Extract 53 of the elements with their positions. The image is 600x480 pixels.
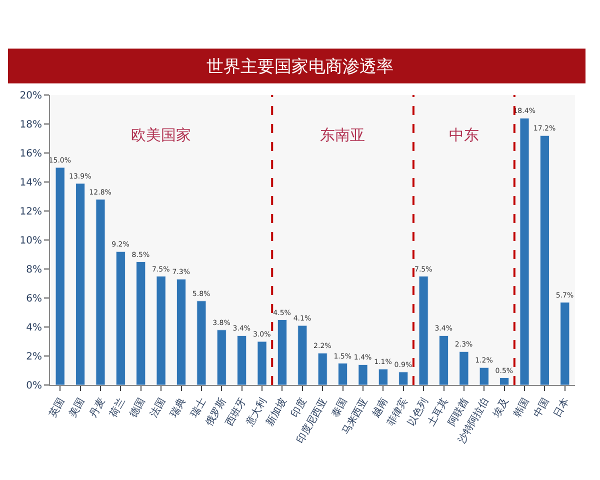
y-tick-label: 16% (20, 148, 42, 160)
annotation: 东南亚 (320, 126, 365, 144)
bar (500, 378, 510, 385)
bar (196, 300, 206, 385)
y-tick-label: 4% (26, 322, 42, 334)
y-tick-label: 10% (20, 236, 42, 246)
bar (136, 262, 146, 385)
bar (438, 335, 449, 385)
bar (176, 278, 186, 385)
x-tick-label: 韩国 (511, 396, 532, 420)
y-tick-label: 2% (26, 352, 42, 362)
bar (116, 251, 126, 385)
bar (540, 135, 550, 385)
annotation: 欧美国家 (131, 126, 191, 144)
y-tick-label: 0% (26, 380, 42, 392)
bar (398, 372, 408, 385)
y-tick-label: 12% (20, 206, 42, 218)
y-tick-label: 18% (20, 120, 42, 130)
chart-title: 世界主要国家电商渗透率 (206, 56, 394, 77)
bar (358, 364, 368, 385)
bar (378, 368, 388, 385)
x-tick-label: 中国 (531, 396, 552, 420)
bar (76, 183, 86, 385)
x-tick-label: 英国 (46, 396, 68, 420)
x-tick-label: 美国 (66, 396, 88, 420)
bar (96, 199, 106, 385)
y-tick-label: 20% (20, 90, 42, 102)
y-tick-label: 14% (20, 178, 42, 188)
x-tick-label: 埃及 (490, 396, 512, 420)
bar (520, 118, 530, 385)
bar (277, 320, 287, 385)
x-tick-label: 丹麦 (87, 396, 108, 420)
bar (257, 341, 267, 385)
annotation: 中东 (449, 126, 479, 144)
bar (237, 335, 247, 385)
x-tick-label: 日本 (551, 396, 572, 420)
x-tick-label: 法国 (148, 396, 168, 420)
bar (459, 351, 469, 385)
bar (479, 367, 489, 385)
bar (55, 167, 65, 385)
x-tick-label: 瑞士 (188, 396, 208, 420)
bar (156, 276, 166, 385)
bar (338, 363, 348, 385)
x-tick-label: 荷兰 (107, 396, 128, 420)
y-tick-label: 8% (26, 264, 42, 276)
bar (318, 352, 328, 385)
x-tick-label: 德国 (128, 396, 148, 420)
bar (418, 276, 428, 385)
y-tick-label: 6% (26, 294, 42, 304)
bar (560, 302, 570, 385)
x-tick-label: 瑞典 (168, 396, 188, 420)
bar (298, 325, 308, 385)
bar (216, 330, 226, 385)
